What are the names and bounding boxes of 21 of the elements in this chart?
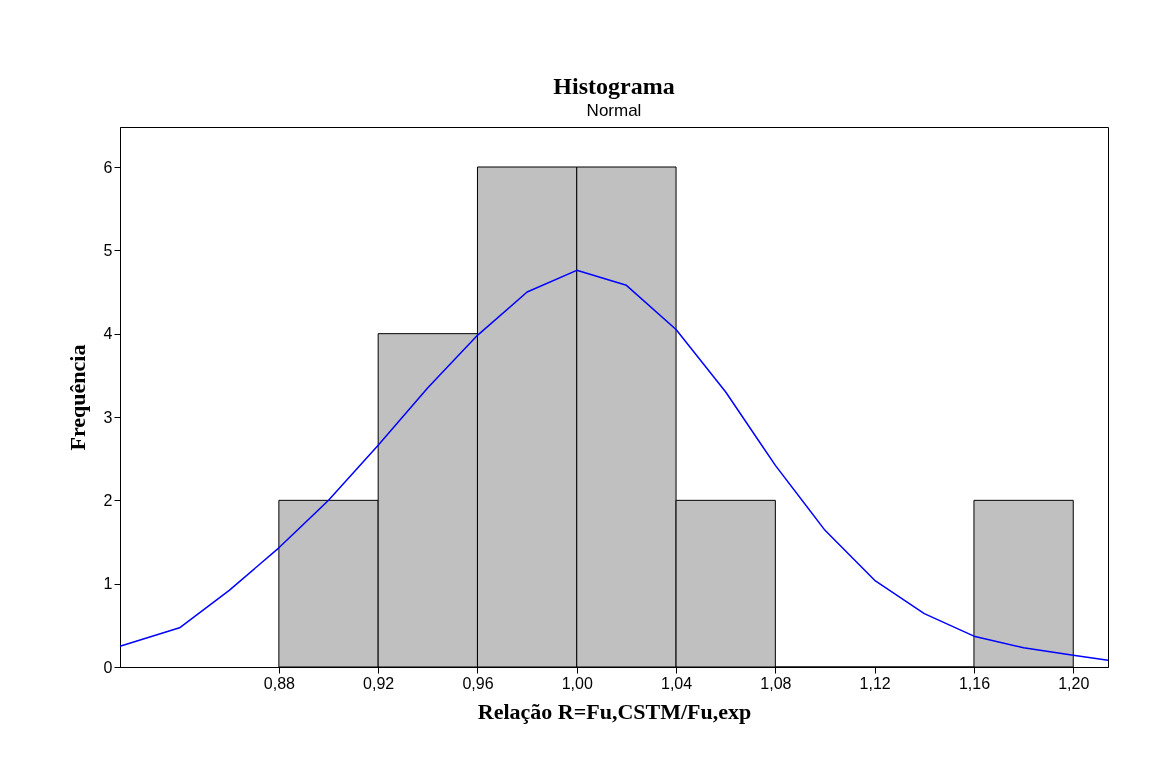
x-axis-title: Relação R=Fu,CSTM/Fu,exp — [477, 698, 752, 724]
line-series — [119, 269, 1109, 662]
y-tick-label: 2 — [103, 491, 113, 509]
chart-subtitle: Normal — [586, 101, 642, 120]
x-tick-label: 1,16 — [958, 674, 991, 692]
x-tick-label: 1,08 — [760, 674, 792, 692]
y-axis-title: Frequência — [64, 344, 90, 451]
y-tick-label: 4 — [103, 325, 113, 343]
x-tick-label: 0,92 — [363, 674, 395, 692]
x-tick-label: 1,04 — [660, 674, 693, 692]
x-tick-label: 0,88 — [263, 674, 296, 692]
chart-title: Histograma — [553, 73, 675, 99]
y-tick-label: 6 — [103, 158, 113, 176]
y-tick-label: 0 — [103, 658, 113, 676]
x-tick-label: 1,12 — [859, 674, 891, 692]
y-tick-label: 5 — [103, 241, 113, 259]
x-tick-label: 0,96 — [462, 674, 494, 692]
x-tick-label: 1,00 — [561, 674, 593, 692]
y-tick-label: 1 — [103, 575, 113, 593]
y-tick-label: 3 — [103, 408, 113, 426]
x-tick-label: 1,20 — [1058, 674, 1090, 692]
